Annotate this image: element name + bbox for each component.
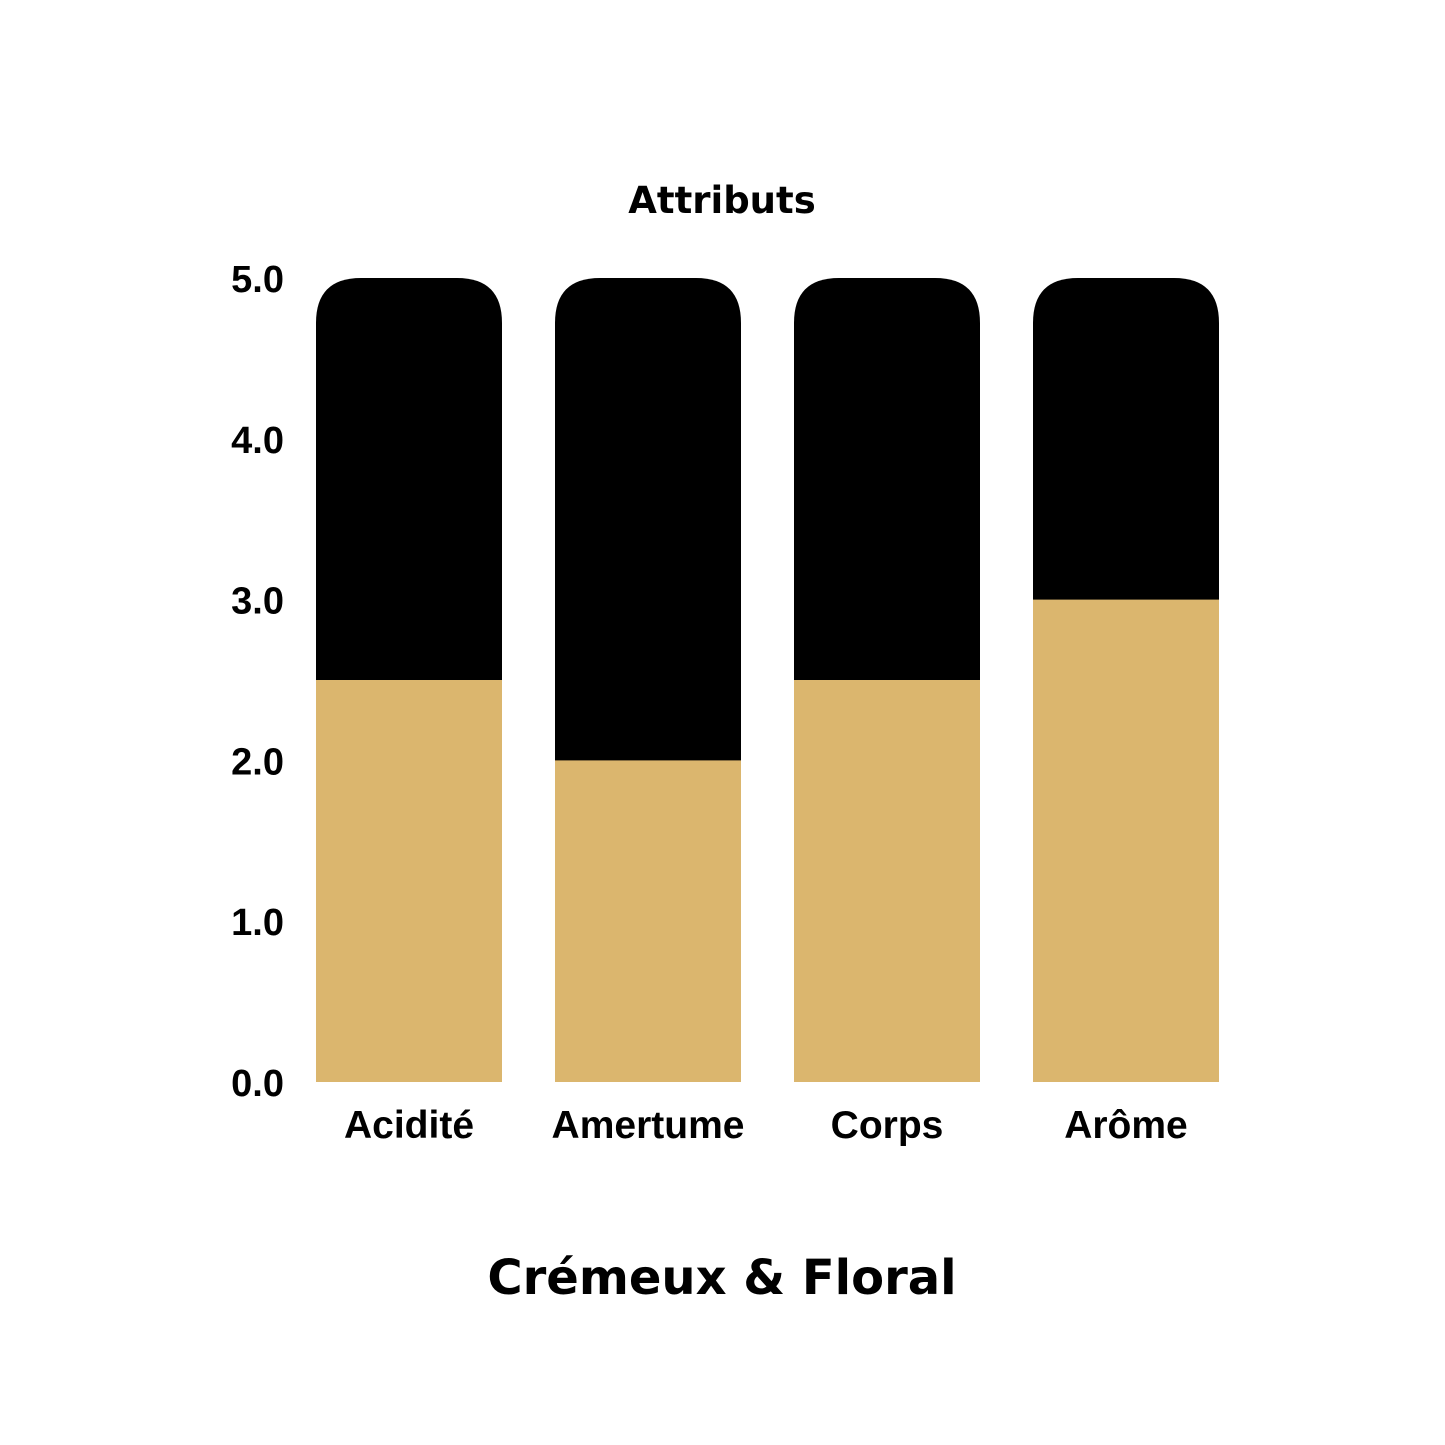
y-tick-label: 0.0 — [231, 1063, 284, 1105]
bar-value — [794, 680, 980, 1082]
x-category-label: Corps — [831, 1104, 944, 1147]
bar-value — [1033, 599, 1219, 1082]
x-axis-labels: Acidité Amertume Corps Arôme — [344, 1104, 1188, 1147]
x-category-label: Arôme — [1064, 1104, 1188, 1147]
x-category-label: Amertume — [552, 1104, 745, 1147]
y-tick-label: 1.0 — [231, 902, 284, 944]
y-axis-ticks: 0.0 1.0 2.0 3.0 4.0 5.0 — [231, 259, 284, 1105]
bars — [316, 278, 1219, 1082]
bar-value — [316, 680, 502, 1082]
chart-footer: Crémeux & Floral — [487, 1250, 956, 1306]
y-tick-label: 2.0 — [231, 741, 284, 783]
x-category-label: Acidité — [344, 1104, 474, 1147]
y-tick-label: 4.0 — [231, 420, 284, 462]
bar-value — [555, 760, 741, 1082]
y-tick-label: 5.0 — [231, 259, 284, 301]
chart-title: Attributs — [628, 179, 815, 222]
y-tick-label: 3.0 — [231, 581, 284, 623]
